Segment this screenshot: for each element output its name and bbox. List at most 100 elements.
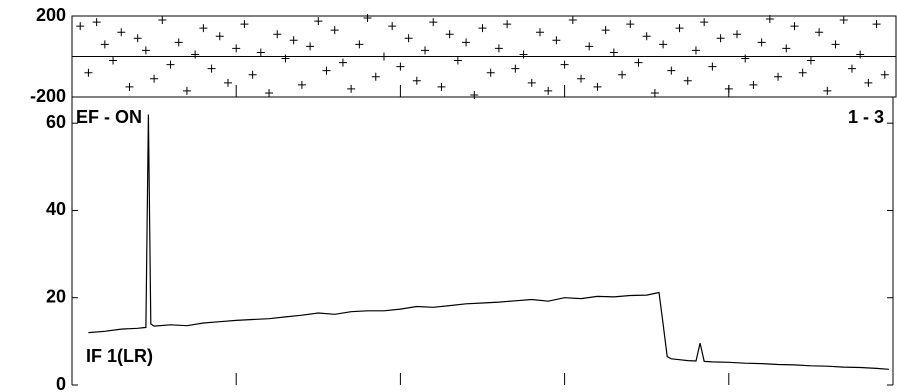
point <box>577 74 586 83</box>
point <box>503 20 512 29</box>
point <box>872 20 881 29</box>
point <box>782 44 791 53</box>
point <box>864 78 873 87</box>
point <box>856 50 865 59</box>
point <box>535 28 544 37</box>
point <box>659 40 668 49</box>
point <box>470 90 479 99</box>
point <box>880 70 889 79</box>
line <box>88 114 889 370</box>
point <box>421 46 430 55</box>
point <box>823 86 832 95</box>
point <box>691 46 700 55</box>
point <box>248 70 257 79</box>
y-tick-label: 20 <box>46 286 66 306</box>
point <box>306 42 315 51</box>
point <box>273 30 282 39</box>
point <box>593 82 602 91</box>
point <box>256 48 265 57</box>
y-tick-label: 60 <box>46 112 66 132</box>
point <box>462 38 471 47</box>
point <box>429 18 438 27</box>
point <box>404 34 413 43</box>
point <box>806 56 815 65</box>
point <box>667 66 676 75</box>
point <box>453 56 462 65</box>
point <box>486 68 495 77</box>
point <box>716 34 725 43</box>
point <box>437 82 446 91</box>
point <box>519 50 528 59</box>
point <box>765 15 774 24</box>
point <box>133 34 142 43</box>
point <box>642 32 651 41</box>
point <box>141 46 150 55</box>
point <box>363 14 372 23</box>
y-tick-label: -200 <box>30 86 66 106</box>
point <box>511 64 520 73</box>
y-tick-label: 40 <box>46 199 66 219</box>
y-tick-label: 0 <box>56 374 66 392</box>
point <box>347 84 356 93</box>
point <box>798 68 807 77</box>
point <box>322 66 331 75</box>
point <box>182 86 191 95</box>
point <box>355 40 364 49</box>
point <box>634 58 643 67</box>
point <box>683 76 692 85</box>
point <box>724 84 733 93</box>
panel-title: EF - ON <box>76 107 142 127</box>
point <box>117 28 126 37</box>
point <box>700 18 709 27</box>
point <box>774 72 783 81</box>
point <box>552 36 561 45</box>
point <box>847 64 856 73</box>
point <box>174 38 183 47</box>
point <box>494 44 503 53</box>
point <box>207 64 216 73</box>
point <box>265 88 274 97</box>
point <box>388 22 397 31</box>
point <box>371 72 380 81</box>
point <box>650 88 659 97</box>
point <box>76 22 85 31</box>
point <box>831 40 840 49</box>
point <box>338 58 347 67</box>
point <box>568 16 577 25</box>
point <box>240 20 249 29</box>
point <box>618 70 627 79</box>
panel-annotation: IF 1(LR) <box>86 346 153 366</box>
point <box>109 56 118 65</box>
point <box>379 52 388 61</box>
point <box>601 26 610 35</box>
point <box>215 32 224 41</box>
point <box>158 16 167 25</box>
point <box>125 82 134 91</box>
point <box>544 86 553 95</box>
point <box>281 54 290 63</box>
point <box>297 80 306 89</box>
point <box>527 78 536 87</box>
point <box>585 42 594 51</box>
point <box>733 30 742 39</box>
point <box>84 68 93 77</box>
point <box>396 62 405 71</box>
point <box>790 22 799 31</box>
panel-subtitle: 1 - 3 <box>848 107 884 127</box>
point <box>445 30 454 39</box>
point <box>223 78 232 87</box>
point <box>609 48 618 57</box>
point <box>330 26 339 35</box>
point <box>92 18 101 27</box>
point <box>289 36 298 45</box>
point <box>741 54 750 63</box>
point <box>199 24 208 33</box>
point <box>675 24 684 33</box>
point <box>100 40 109 49</box>
point <box>839 16 848 25</box>
point <box>749 80 758 89</box>
point <box>560 60 569 69</box>
point <box>150 74 159 83</box>
point <box>166 60 175 69</box>
